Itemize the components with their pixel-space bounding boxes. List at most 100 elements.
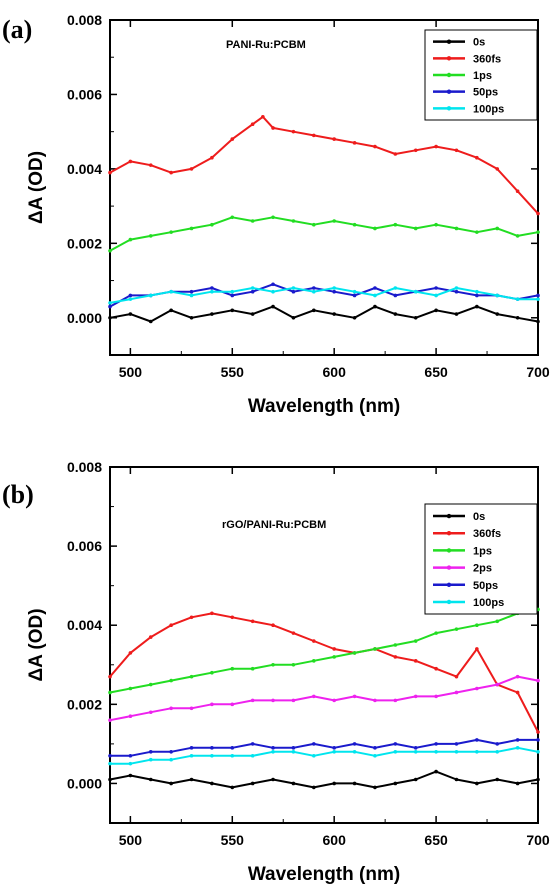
data-point	[128, 753, 133, 758]
data-point	[189, 293, 194, 298]
data-point	[373, 746, 377, 750]
legend-label: 360fs	[473, 528, 501, 540]
data-point	[434, 222, 438, 227]
data-point	[393, 286, 398, 290]
data-point	[169, 706, 173, 711]
data-point	[189, 753, 194, 758]
data-point	[128, 237, 133, 242]
data-point	[108, 170, 112, 175]
data-point	[250, 698, 255, 703]
data-point	[475, 781, 479, 786]
data-point	[352, 781, 357, 786]
data-point	[271, 623, 275, 628]
data-point	[352, 222, 357, 227]
x-tick-label: 600	[323, 832, 347, 848]
data-point	[271, 746, 275, 750]
data-point	[128, 686, 133, 691]
data-point	[230, 308, 235, 313]
data-point	[536, 230, 540, 234]
data-point	[250, 122, 255, 127]
data-point	[454, 226, 459, 231]
data-point	[312, 659, 316, 663]
data-point	[230, 702, 235, 707]
data-point	[250, 286, 255, 290]
data-point	[271, 662, 275, 667]
data-point	[250, 289, 255, 294]
data-point	[434, 286, 438, 290]
data-point	[515, 738, 520, 742]
data-point	[454, 750, 459, 754]
data-point	[434, 293, 438, 298]
legend-marker	[446, 531, 452, 536]
data-point	[515, 746, 520, 750]
data-point	[393, 152, 398, 156]
data-point	[271, 777, 275, 782]
data-point	[108, 753, 112, 758]
series-line-0s	[109, 305, 539, 323]
data-point	[332, 781, 336, 786]
data-point	[312, 133, 316, 138]
data-point	[393, 293, 398, 298]
panel-title: rGO/PANI-Ru:PCBM	[222, 519, 326, 531]
data-point	[332, 289, 336, 294]
data-point	[352, 289, 357, 294]
data-point	[413, 148, 418, 153]
data-point	[393, 781, 398, 786]
data-point	[475, 686, 479, 691]
data-point	[393, 655, 398, 659]
data-point	[128, 312, 133, 316]
legend-marker	[446, 72, 452, 78]
panel-a: 0.000 0.002 0.004 0.006 0.008 500 550 600 650 700…	[2, 12, 550, 417]
data-point	[475, 647, 479, 651]
data-point	[454, 777, 459, 782]
data-point	[352, 742, 357, 746]
data-point	[312, 639, 316, 643]
legend-marker	[446, 89, 452, 94]
y-tick-label: 0.006	[67, 86, 102, 102]
data-point	[261, 114, 265, 119]
data-point	[189, 746, 194, 750]
data-point	[291, 698, 296, 703]
data-point	[434, 666, 438, 671]
y-tick-label: 0.006	[67, 538, 102, 554]
data-point	[210, 222, 214, 227]
data-point	[128, 297, 133, 301]
data-point	[291, 219, 296, 223]
data-point	[271, 750, 275, 754]
data-point	[189, 777, 194, 782]
x-tick-label: 700	[526, 364, 550, 380]
legend-marker	[446, 513, 452, 519]
data-point	[312, 289, 316, 294]
data-point	[108, 690, 112, 695]
data-point	[373, 304, 377, 309]
data-point	[271, 126, 275, 130]
data-point	[373, 144, 377, 149]
legend-label: 100ps	[473, 103, 504, 115]
data-point	[515, 690, 520, 695]
data-point	[434, 631, 438, 635]
y-tick-label: 0.008	[67, 459, 102, 475]
data-point	[495, 777, 500, 782]
data-point	[210, 155, 214, 160]
legend-marker	[446, 39, 452, 44]
data-point	[128, 293, 133, 298]
data-point	[230, 666, 235, 671]
x-tick-label: 500	[119, 364, 143, 380]
data-point	[434, 742, 438, 746]
data-point	[250, 781, 255, 786]
data-point	[169, 757, 173, 762]
data-point	[189, 226, 194, 231]
data-point	[413, 289, 418, 294]
x-tick-label: 550	[221, 364, 245, 380]
data-point	[189, 674, 194, 679]
data-point	[454, 289, 459, 294]
series-line-50ps	[109, 283, 539, 308]
series-line-50ps	[110, 738, 538, 757]
data-point	[393, 742, 398, 746]
data-point	[291, 286, 296, 290]
data-point	[413, 226, 418, 231]
series-line-360fs	[109, 612, 539, 733]
data-point	[189, 289, 194, 294]
data-point	[148, 750, 153, 754]
